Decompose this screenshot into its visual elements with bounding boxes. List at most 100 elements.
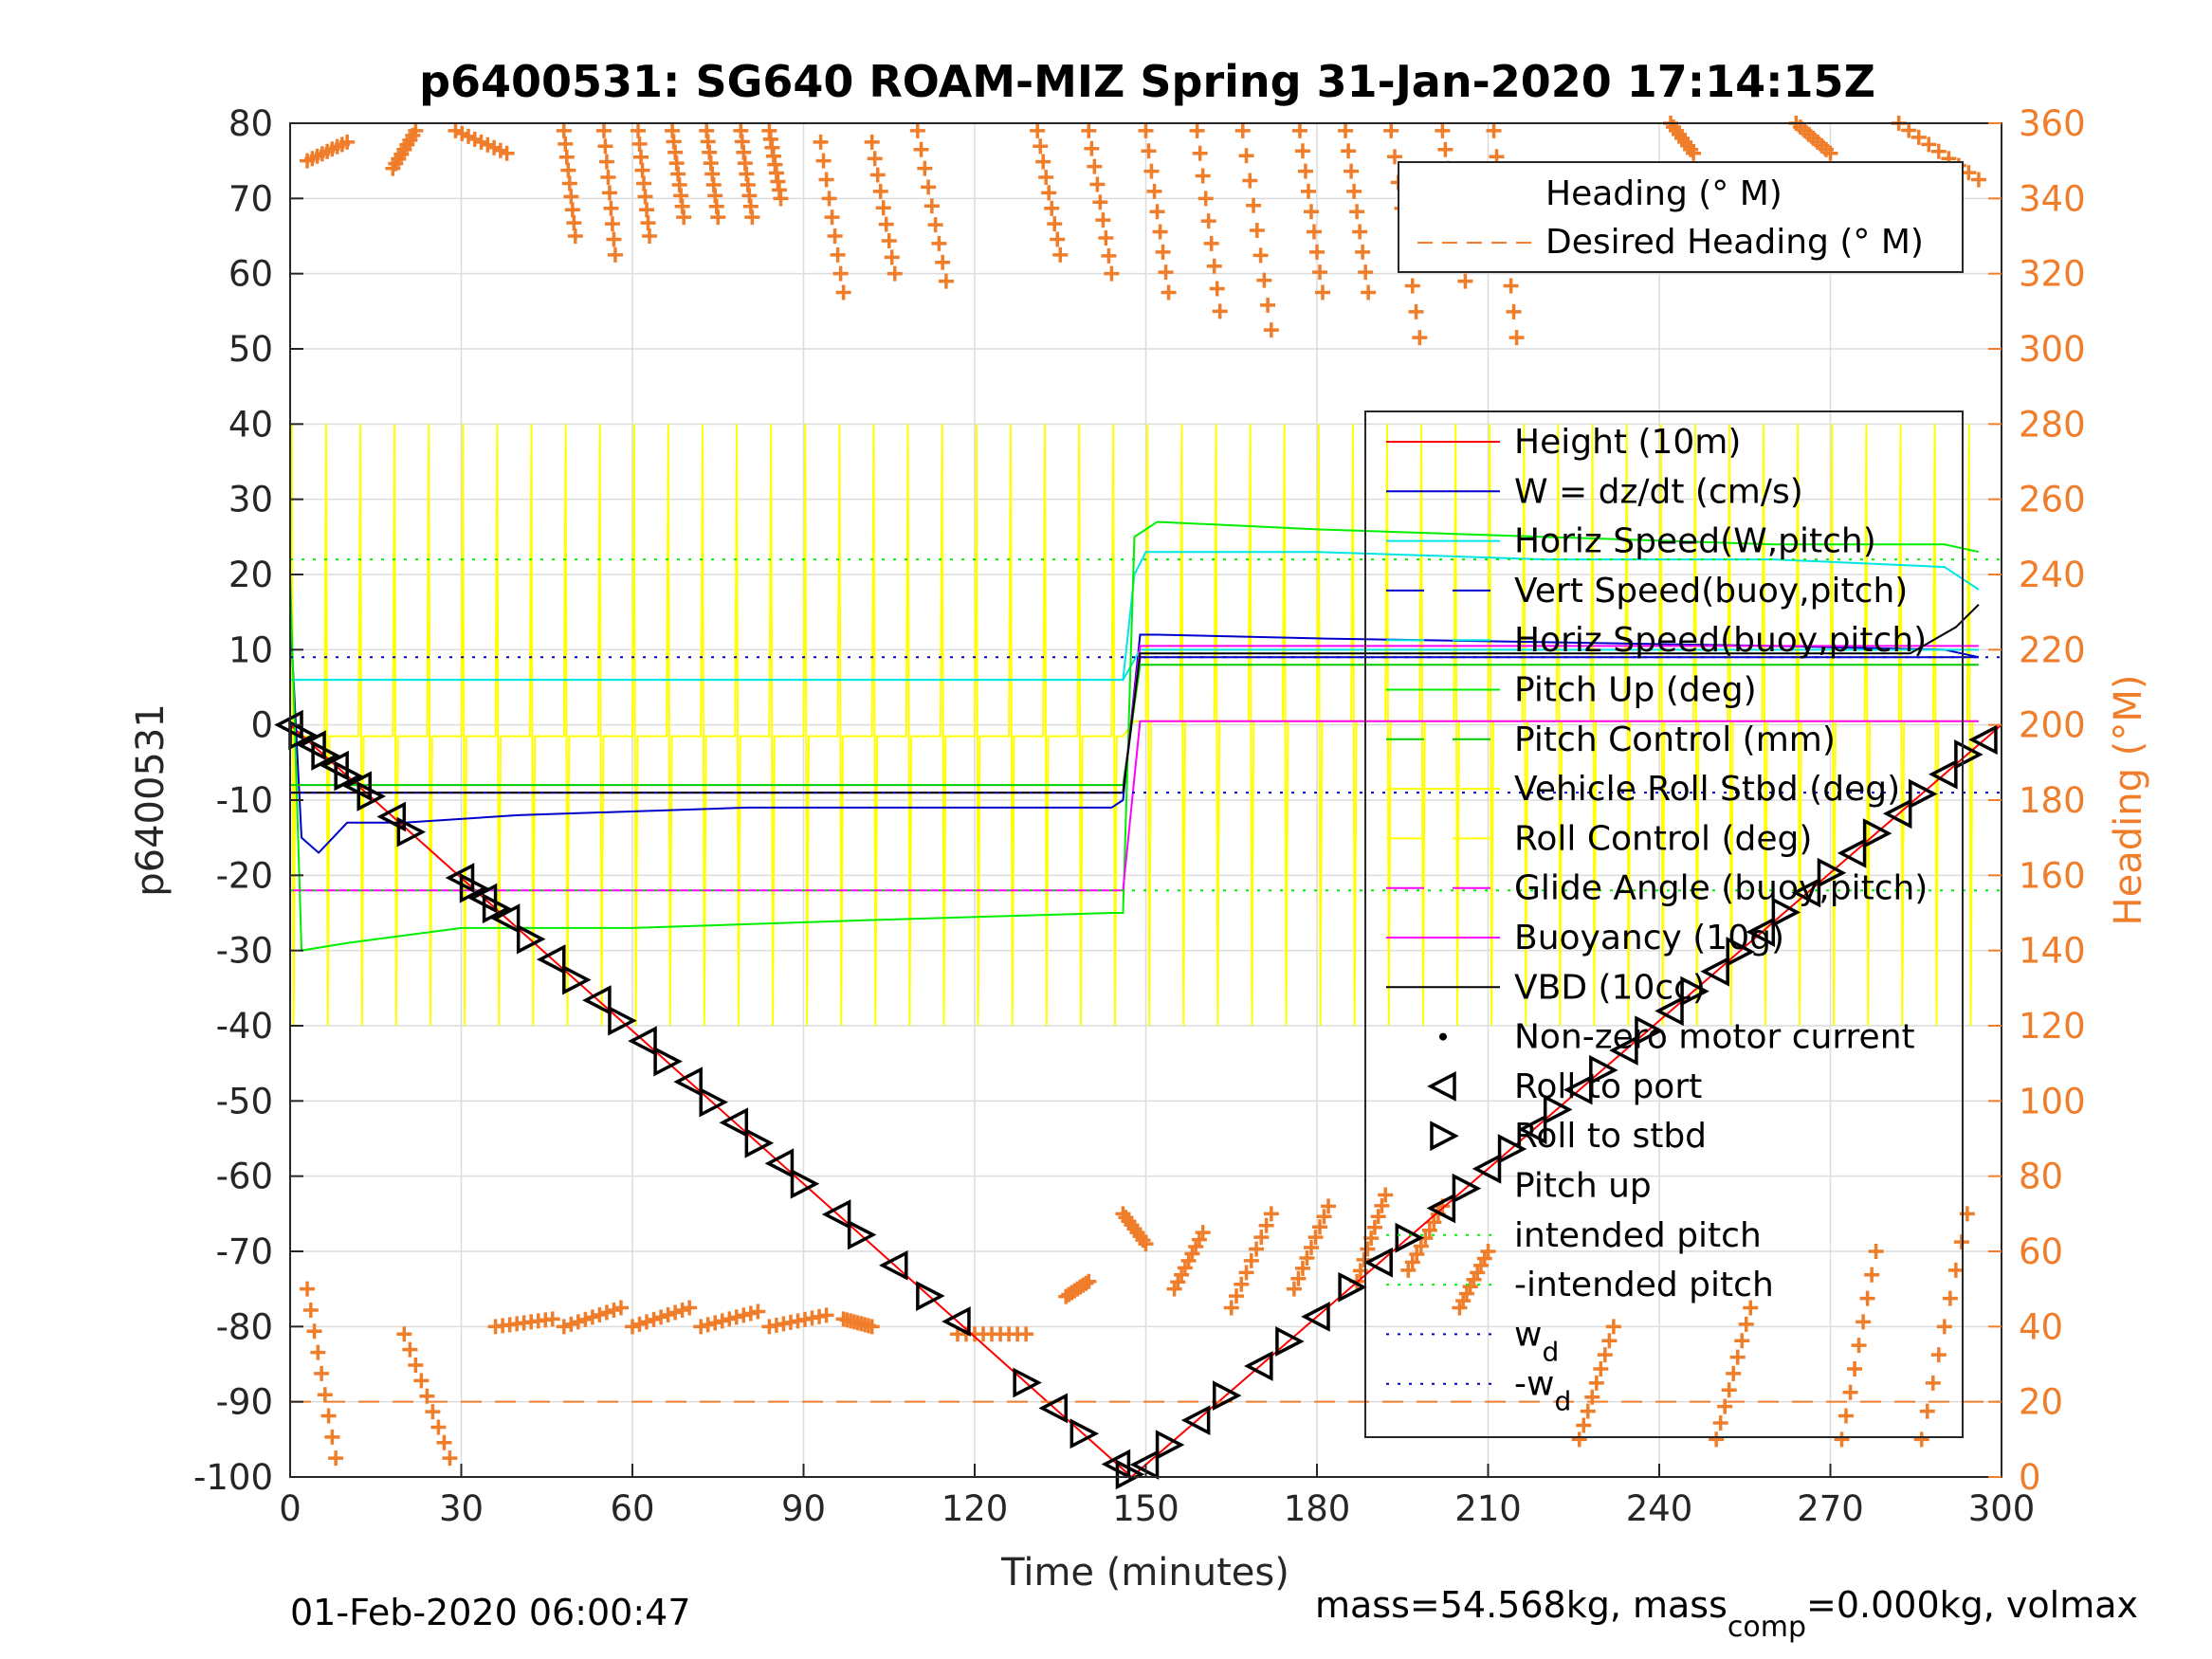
heading-marker: [570, 1314, 586, 1330]
y-tick-label: -90: [216, 1382, 273, 1423]
legend-subscript: d: [1554, 1386, 1571, 1417]
x-tick-label: 120: [941, 1488, 1009, 1529]
heading-marker: [1200, 213, 1216, 229]
roll-marker: [1395, 1222, 1425, 1253]
heading-marker: [499, 145, 515, 161]
heading-marker: [917, 160, 933, 176]
heading-marker: [612, 1300, 629, 1316]
heading-marker: [584, 1309, 600, 1325]
heading-marker: [722, 1311, 738, 1327]
roll-marker: [1038, 1393, 1068, 1424]
heading-marker: [631, 136, 648, 152]
x-tick-label: 60: [610, 1488, 654, 1529]
heading-marker: [1601, 1333, 1618, 1349]
heading-marker: [436, 1434, 452, 1450]
heading-marker: [750, 1304, 766, 1320]
y2-tick-label: 260: [2019, 480, 2086, 520]
y-tick-label: 80: [229, 103, 273, 144]
heading-marker: [1486, 122, 1502, 138]
roll-series: [289, 424, 1979, 1027]
footer-mass-suffix: =0.000kg, volmax: [1806, 1584, 2138, 1626]
roll-marker: [1244, 1351, 1273, 1381]
heading-marker: [1842, 1384, 1858, 1400]
roll-marker: [1589, 1054, 1618, 1085]
heading-marker: [824, 210, 840, 226]
roll-marker: [1180, 1405, 1211, 1436]
roll-marker: [1635, 1015, 1664, 1047]
heading-marker: [1098, 229, 1114, 246]
heading-marker: [631, 1316, 648, 1332]
roll-marker: [847, 1219, 877, 1250]
heading-marker: [1953, 1234, 1969, 1250]
legend-main: Height (10m) W = dz/dt (cm/s) Horiz Speed(…: [1364, 410, 1964, 1438]
heading-marker: [1294, 1260, 1310, 1276]
roll-marker: [562, 964, 592, 995]
roll-marker: [1497, 1134, 1527, 1164]
heading-marker: [1435, 122, 1451, 138]
heading-marker: [1238, 148, 1254, 164]
roll-marker: [1929, 758, 1958, 790]
footer-mass-prefix: mass=54.568kg, mass: [1315, 1584, 1728, 1626]
heading-marker: [1506, 303, 1522, 319]
roll-marker: [1155, 1430, 1185, 1461]
legend-main-label: Pitch Up (deg): [1514, 671, 1757, 710]
series-line: [290, 720, 1979, 892]
heading-marker: [402, 1341, 418, 1358]
y-tick-label: -70: [216, 1231, 273, 1272]
y-axis-label: p6400531: [129, 703, 173, 897]
roll-marker: [1954, 738, 1983, 770]
roll-marker: [1771, 897, 1801, 928]
heading-marker: [1161, 284, 1177, 301]
roll-marker: [1909, 778, 1938, 810]
heading-marker: [639, 202, 655, 218]
heading-marker: [1593, 1360, 1609, 1376]
y-tick-label: -60: [216, 1157, 273, 1197]
roll-marker: [916, 1281, 945, 1311]
heading-marker: [1078, 1275, 1094, 1291]
x-tick-label: 90: [781, 1488, 826, 1529]
roll-marker: [1862, 818, 1892, 848]
heading-marker: [300, 1281, 316, 1297]
heading-marker: [1358, 264, 1374, 281]
heading-marker: [1252, 247, 1269, 264]
x-axis-label: Time (minutes): [1000, 1551, 1289, 1595]
heading-marker: [1101, 247, 1117, 264]
heading-marker: [1864, 1267, 1880, 1283]
roll-marker: [1338, 1271, 1367, 1303]
heading-marker: [742, 1305, 759, 1322]
heading-marker: [830, 246, 846, 263]
heading-marker: [430, 1419, 447, 1435]
heading-marker: [1033, 138, 1049, 155]
heading-marker: [1930, 143, 1947, 159]
heading-marker: [1386, 149, 1402, 165]
heading-marker: [1018, 1326, 1034, 1342]
heading-marker: [884, 249, 900, 265]
heading-marker: [1152, 224, 1168, 240]
heading-marker: [1834, 1431, 1850, 1448]
heading-marker: [1052, 246, 1069, 263]
roll-marker: [334, 760, 363, 792]
legend-main-label: intended pitch: [1514, 1216, 1762, 1255]
y-tick-label: -40: [216, 1006, 273, 1047]
y2-tick-label: 80: [2019, 1157, 2063, 1197]
heading-marker: [832, 265, 849, 282]
heading-marker: [1092, 194, 1108, 210]
heading-marker: [1294, 143, 1310, 159]
heading-marker: [827, 228, 843, 244]
heading-marker: [1258, 1217, 1274, 1233]
heading-marker: [1686, 145, 1702, 161]
heading-marker: [1138, 122, 1154, 138]
heading-marker: [1374, 1197, 1390, 1213]
legend-main-label: Pitch Control (mm): [1514, 720, 1836, 759]
heading-marker: [1421, 1222, 1437, 1238]
heading-marker: [1084, 140, 1100, 156]
heading-marker: [1044, 200, 1060, 216]
heading-marker: [604, 216, 620, 232]
heading-marker: [425, 1404, 441, 1420]
heading-marker: [1726, 1365, 1742, 1381]
heading-marker: [640, 215, 656, 231]
heading-marker: [1503, 278, 1519, 294]
heading-marker: [1081, 1273, 1097, 1289]
y-tick-label: -100: [193, 1457, 273, 1498]
legend-main-label: Horiz Speed(buoy,pitch): [1514, 621, 1927, 660]
